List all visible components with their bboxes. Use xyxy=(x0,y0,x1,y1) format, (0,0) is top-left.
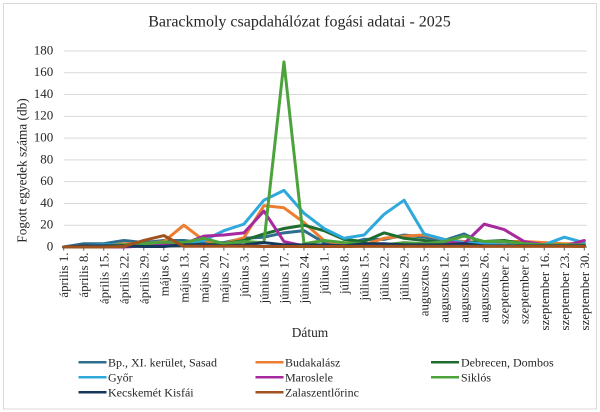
svg-text:június 24.: június 24. xyxy=(297,253,311,305)
svg-text:május 20.: május 20. xyxy=(197,253,211,303)
svg-text:Fogott egyedek száma (db): Fogott egyedek száma (db) xyxy=(15,98,30,242)
svg-text:május 13.: május 13. xyxy=(177,253,191,303)
svg-text:május 27.: május 27. xyxy=(217,253,231,303)
svg-text:Kecskemét Kisfái: Kecskemét Kisfái xyxy=(108,385,194,399)
svg-text:Siklós: Siklós xyxy=(461,370,491,384)
svg-text:július 29.: július 29. xyxy=(398,253,412,302)
svg-text:0: 0 xyxy=(47,238,54,253)
svg-text:július 1.: július 1. xyxy=(318,253,332,296)
svg-text:július 15.: július 15. xyxy=(358,253,372,302)
svg-text:augusztus 26.: augusztus 26. xyxy=(478,253,492,323)
svg-text:április 15.: április 15. xyxy=(97,253,111,305)
svg-text:Maroslele: Maroslele xyxy=(285,370,333,384)
svg-text:június 3.: június 3. xyxy=(237,253,251,298)
svg-text:augusztus 19.: augusztus 19. xyxy=(458,253,472,323)
svg-text:Budakalász: Budakalász xyxy=(285,355,340,369)
svg-text:Zalaszentlőrinc: Zalaszentlőrinc xyxy=(285,385,359,399)
svg-text:20: 20 xyxy=(40,217,53,232)
svg-text:április 22.: április 22. xyxy=(117,253,131,305)
svg-text:május 6.: május 6. xyxy=(157,253,171,297)
svg-text:40: 40 xyxy=(40,195,53,210)
svg-text:140: 140 xyxy=(34,86,54,101)
svg-text:Dátum: Dátum xyxy=(292,325,329,340)
svg-text:Barackmoly csapdahálózat fogás: Barackmoly csapdahálózat fogási adatai -… xyxy=(148,13,451,30)
svg-text:szeptember 2.: szeptember 2. xyxy=(498,253,512,325)
svg-text:augusztus 12.: augusztus 12. xyxy=(438,253,452,323)
svg-text:60: 60 xyxy=(40,173,53,188)
svg-text:április 8.: április 8. xyxy=(77,253,91,298)
svg-text:Győr: Győr xyxy=(108,370,133,384)
svg-text:április 29.: április 29. xyxy=(137,253,151,305)
svg-text:Bp., XI. kerület, Sasad: Bp., XI. kerület, Sasad xyxy=(108,355,217,369)
svg-text:szeptember 16.: szeptember 16. xyxy=(538,253,552,331)
svg-text:szeptember 30.: szeptember 30. xyxy=(578,253,592,331)
svg-text:100: 100 xyxy=(34,130,54,145)
svg-text:június 10.: június 10. xyxy=(257,253,271,305)
svg-text:június 17.: június 17. xyxy=(277,253,291,305)
svg-text:160: 160 xyxy=(34,64,54,79)
svg-text:80: 80 xyxy=(40,151,53,166)
svg-text:szeptember 23.: szeptember 23. xyxy=(558,253,572,331)
svg-text:április 1.: április 1. xyxy=(57,253,71,298)
svg-text:szeptember 9.: szeptember 9. xyxy=(518,253,532,325)
svg-text:augusztus 5.: augusztus 5. xyxy=(418,253,432,317)
svg-text:180: 180 xyxy=(34,42,54,57)
svg-text:július 22.: július 22. xyxy=(378,253,392,302)
svg-text:július 8.: július 8. xyxy=(338,253,352,296)
svg-text:120: 120 xyxy=(34,108,54,123)
svg-text:Debrecen, Dombos: Debrecen, Dombos xyxy=(461,355,554,369)
